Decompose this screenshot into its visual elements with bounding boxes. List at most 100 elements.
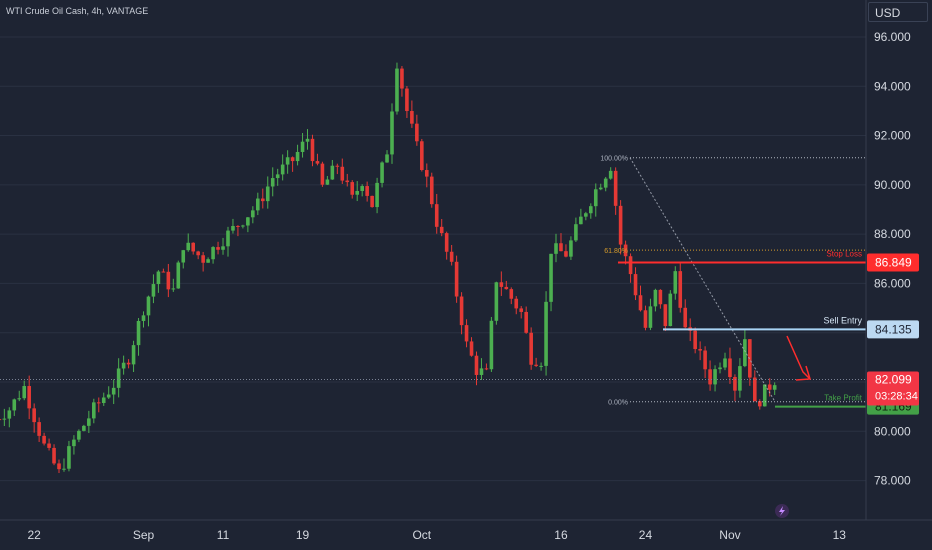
candle-body (67, 446, 71, 469)
candle-body (738, 366, 742, 391)
candle-body (603, 178, 608, 188)
candle-body (186, 242, 191, 251)
candle-body (439, 226, 444, 234)
candle-body (216, 247, 220, 250)
candle-body (335, 165, 340, 167)
candle-body (260, 198, 265, 202)
candle-body (623, 244, 628, 257)
candle-body (559, 243, 563, 252)
candle-body (544, 301, 548, 366)
candle-body (434, 204, 439, 227)
candle-body (62, 468, 66, 470)
candle-body (290, 157, 295, 162)
time-tick-label: Nov (719, 528, 740, 542)
candle-body (723, 358, 727, 368)
candle-body (221, 246, 225, 250)
price-tick-label: 86.000 (874, 276, 911, 290)
candle-body (251, 210, 255, 218)
candle-body (201, 255, 205, 263)
candle-body (131, 345, 136, 365)
candle-body (658, 289, 663, 305)
candle-body (7, 410, 12, 419)
candle-body (395, 68, 399, 112)
candle-body (549, 253, 553, 302)
candle-body (206, 259, 210, 263)
candle-body (390, 111, 394, 155)
candle-body (350, 182, 355, 195)
candle-body (494, 282, 499, 321)
time-tick-label: 13 (833, 528, 847, 542)
candle-body (444, 233, 449, 252)
sell-entry-label: Sell Entry (823, 315, 862, 325)
fib-low-label: 0.00% (608, 400, 628, 407)
candle-body (534, 364, 538, 366)
currency-selector[interactable]: USD (868, 2, 928, 22)
candle-body (87, 418, 91, 426)
candle-body (47, 443, 51, 448)
sell-entry-tag: 84.135 (875, 322, 912, 336)
candle-body (474, 355, 479, 375)
candle-body (315, 161, 320, 164)
candle-body (728, 358, 732, 378)
candle-body (608, 170, 613, 179)
candle-body (718, 367, 722, 370)
fib-618-label: 61.80% (604, 248, 628, 255)
candle-body (574, 224, 578, 241)
candle-body (509, 289, 514, 299)
candle-body (375, 182, 379, 208)
candle-body (106, 394, 111, 398)
price-tick-label: 78.000 (874, 474, 911, 488)
time-tick-label: Sep (133, 528, 155, 542)
candle-body (410, 111, 414, 124)
candle-body (246, 217, 250, 226)
candle-body (753, 377, 757, 402)
price-tick-label: 96.000 (874, 30, 911, 44)
candle-body (757, 401, 762, 407)
candle-body (325, 179, 330, 185)
candle-body (598, 187, 603, 190)
stop-loss-tag-bg (867, 253, 919, 272)
candle-body (241, 225, 245, 227)
candle-body (469, 341, 474, 356)
price-tick-label: 90.000 (874, 178, 911, 192)
candle-body (196, 251, 200, 256)
candle-body (141, 315, 146, 321)
candle-body (454, 261, 459, 297)
candle-body (285, 157, 290, 165)
candle-body (310, 138, 315, 162)
candle-body (464, 325, 469, 342)
candle-body (400, 68, 404, 89)
time-tick-label: 16 (554, 528, 568, 542)
candle-body (519, 308, 524, 312)
candle-body (27, 386, 31, 409)
candle-body (161, 271, 166, 273)
candle-body (668, 293, 673, 327)
candle-body (653, 289, 658, 307)
candle-body (648, 306, 653, 328)
candle-body (37, 422, 41, 436)
candle-body (12, 399, 17, 411)
candle-body (22, 386, 27, 399)
candle-body (330, 165, 335, 180)
candle-body (365, 186, 369, 196)
candle-body (663, 304, 668, 327)
candle-body (703, 350, 707, 370)
time-axis: 22 Sep 11 19 Oct 16 24 Nov 13 (27, 528, 846, 542)
candle-body (380, 162, 384, 183)
candle-body (405, 88, 409, 112)
candle-body (415, 123, 419, 142)
candle-body (673, 271, 678, 294)
candle-body (32, 408, 36, 423)
candle-body (256, 198, 260, 211)
candle-body (638, 295, 643, 311)
candle-body (733, 377, 737, 391)
candle-body (305, 138, 310, 142)
candle-body (678, 271, 683, 308)
candle-body (743, 339, 747, 367)
candle-body (748, 339, 752, 378)
candle-body (270, 178, 275, 187)
candle-body (579, 216, 583, 225)
price-tick-label: 92.000 (874, 129, 911, 143)
candle-body (176, 262, 181, 289)
